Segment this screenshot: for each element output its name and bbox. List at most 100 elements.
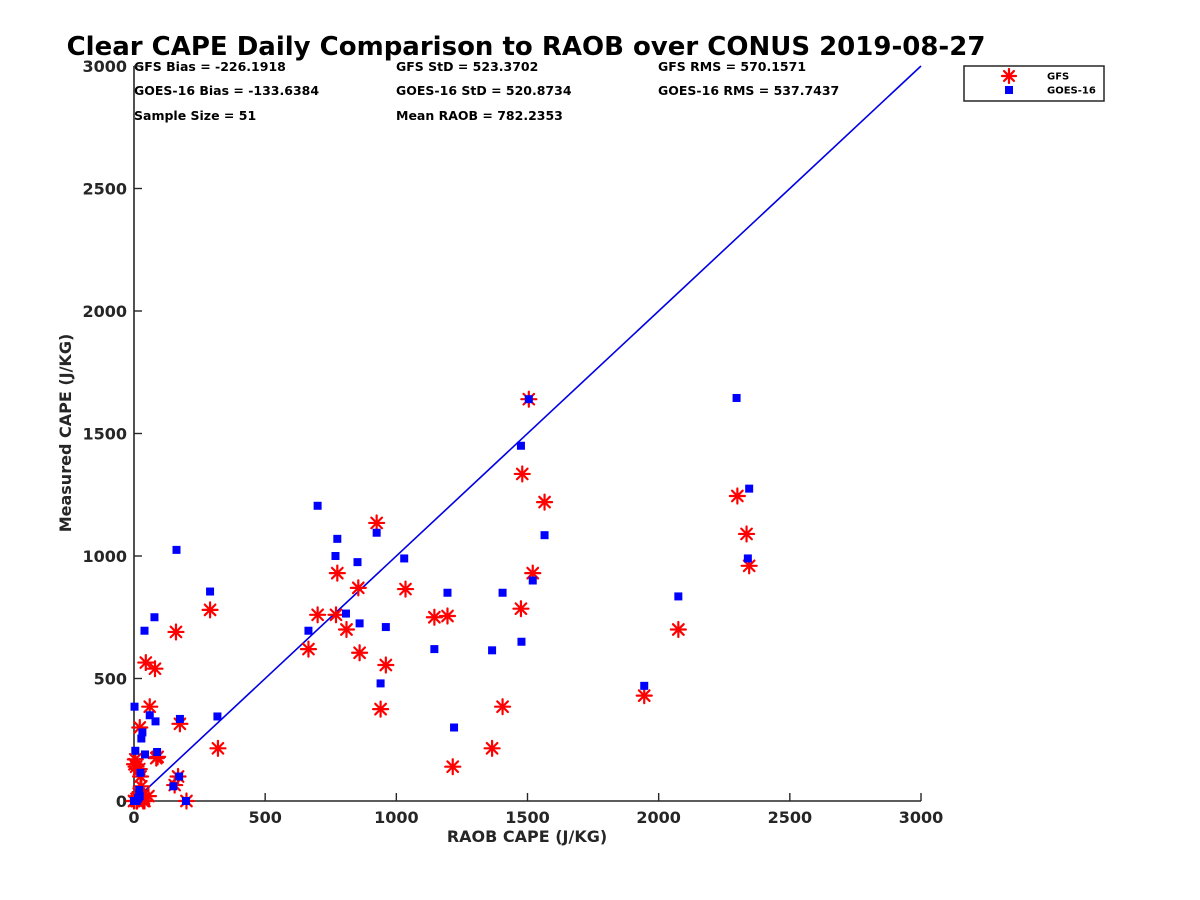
goes16-point xyxy=(175,714,184,723)
gfs-point xyxy=(209,739,227,757)
goes16-point xyxy=(355,619,364,628)
chart-title: Clear CAPE Daily Comparison to RAOB over… xyxy=(67,32,986,62)
gfs-point xyxy=(167,623,185,641)
goes16-point xyxy=(745,484,754,493)
goes16-point xyxy=(517,637,526,646)
gfs-point xyxy=(377,656,395,674)
stat-text: GFS RMS = 570.1571 xyxy=(658,59,806,74)
goes16-point xyxy=(135,792,144,801)
goes16-point xyxy=(524,395,533,404)
goes16-point xyxy=(674,592,683,601)
gfs-point xyxy=(513,465,531,483)
goes16-point xyxy=(141,750,150,759)
stat-text: GOES-16 RMS = 537.7437 xyxy=(658,83,839,98)
goes16-point xyxy=(372,528,381,537)
goes16-point xyxy=(376,679,385,688)
gfs-point xyxy=(368,514,386,532)
gfs-point xyxy=(146,660,164,678)
gfs-point xyxy=(512,600,530,618)
gfs-point xyxy=(201,601,219,619)
y-tick-label: 1000 xyxy=(82,547,127,566)
gfs-point xyxy=(438,607,457,625)
legend-label: GFS xyxy=(1047,72,1069,83)
stat-text: GOES-16 Bias = -133.6384 xyxy=(134,83,319,98)
goes16-point xyxy=(137,734,146,743)
gfs-point xyxy=(669,620,687,639)
goes16-point xyxy=(150,613,159,622)
legend: GFS GOES-16 xyxy=(963,65,1105,102)
goes16-point xyxy=(498,588,507,597)
series-gfs xyxy=(125,390,758,810)
goes16-point xyxy=(169,782,178,791)
goes16-point xyxy=(213,712,222,721)
stat-text: Sample Size = 51 xyxy=(134,108,256,123)
stat-text: GFS Bias = -226.1918 xyxy=(134,59,286,74)
gfs-point xyxy=(728,487,746,505)
x-tick-label: 0 xyxy=(128,808,139,827)
gfs-point xyxy=(425,608,443,626)
goes16-point xyxy=(528,576,537,585)
legend-goes16-marker xyxy=(1005,86,1013,94)
gfs-point xyxy=(635,687,653,705)
goes16-point xyxy=(151,717,160,726)
gfs-point xyxy=(396,580,415,598)
gfs-point xyxy=(327,606,345,624)
goes16-point xyxy=(131,746,140,755)
x-tick-label: 3000 xyxy=(899,808,944,827)
x-tick-label: 2000 xyxy=(636,808,681,827)
goes16-point xyxy=(341,609,350,618)
y-tick-label: 3000 xyxy=(82,57,127,76)
goes16-point xyxy=(400,554,409,563)
goes16-point xyxy=(488,646,497,655)
goes16-point xyxy=(743,554,752,563)
goes16-point xyxy=(540,531,549,540)
goes16-point xyxy=(136,768,145,777)
gfs-point xyxy=(535,493,554,511)
gfs-point xyxy=(493,698,512,716)
goes16-point xyxy=(135,785,144,794)
goes16-point xyxy=(516,441,525,450)
goes16-point xyxy=(181,797,190,805)
y-tick-label: 2500 xyxy=(82,180,127,199)
one-to-one-line xyxy=(133,65,922,802)
goes16-point xyxy=(640,681,649,690)
goes16-point xyxy=(140,626,149,635)
x-axis-label: RAOB CAPE (J/KG) xyxy=(447,827,607,846)
gfs-point xyxy=(483,739,501,757)
legend-gfs-marker xyxy=(1000,67,1018,85)
y-axis-label: Measured CAPE (J/KG) xyxy=(56,334,75,533)
goes16-point xyxy=(450,723,459,732)
goes16-point xyxy=(333,534,342,543)
y-ticks: 0 500 1000 1500 2000 2500 3000 xyxy=(82,57,142,811)
goes16-point xyxy=(443,588,452,597)
gfs-point xyxy=(444,758,462,776)
data-points xyxy=(125,390,758,810)
x-tick-label: 500 xyxy=(248,808,281,827)
gfs-point xyxy=(337,620,356,639)
gfs-point xyxy=(351,644,369,662)
goes16-point xyxy=(138,728,147,737)
x-ticks: 0 500 1000 1500 2000 2500 3000 xyxy=(128,793,943,827)
y-tick-label: 500 xyxy=(94,670,127,689)
x-tick-label: 2500 xyxy=(768,808,813,827)
gfs-point xyxy=(137,653,155,672)
goes16-point xyxy=(206,587,215,596)
goes16-point xyxy=(313,501,322,510)
goes16-point xyxy=(353,558,362,567)
goes16-point xyxy=(130,702,139,711)
gfs-point xyxy=(737,525,756,543)
stat-text: GOES-16 StD = 520.8734 xyxy=(396,83,572,98)
goes16-point xyxy=(304,626,313,635)
stat-text: Mean RAOB = 782.2353 xyxy=(396,108,563,123)
gfs-point xyxy=(299,640,318,658)
stat-text: GFS StD = 523.3702 xyxy=(396,59,538,74)
y-tick-label: 0 xyxy=(116,792,127,811)
goes16-point xyxy=(331,552,340,560)
goes16-point xyxy=(145,711,154,720)
x-tick-label: 1000 xyxy=(374,808,419,827)
goes16-point xyxy=(153,748,162,756)
series-goes-16 xyxy=(130,393,754,805)
goes16-point xyxy=(175,772,184,781)
goes16-point xyxy=(430,645,439,654)
